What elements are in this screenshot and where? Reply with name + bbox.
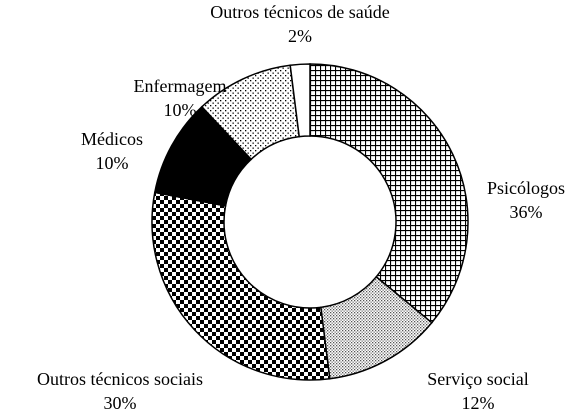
- donut-slice: [289, 63, 311, 138]
- value-label: 2%: [288, 26, 312, 46]
- category-label: Psicólogos: [487, 178, 565, 198]
- value-label: 12%: [462, 393, 495, 413]
- donut-slice: [309, 63, 469, 324]
- donut-slice: [151, 191, 331, 381]
- value-label: 10%: [96, 153, 129, 173]
- value-label: 30%: [104, 393, 137, 413]
- value-label: 36%: [510, 202, 543, 222]
- category-label: Outros técnicos de saúde: [210, 2, 389, 22]
- category-label: Médicos: [81, 129, 143, 149]
- value-label: 10%: [164, 100, 197, 120]
- category-label: Enfermagem: [134, 76, 227, 96]
- category-label: Outros técnicos sociais: [37, 369, 203, 389]
- category-label: Serviço social: [427, 369, 528, 389]
